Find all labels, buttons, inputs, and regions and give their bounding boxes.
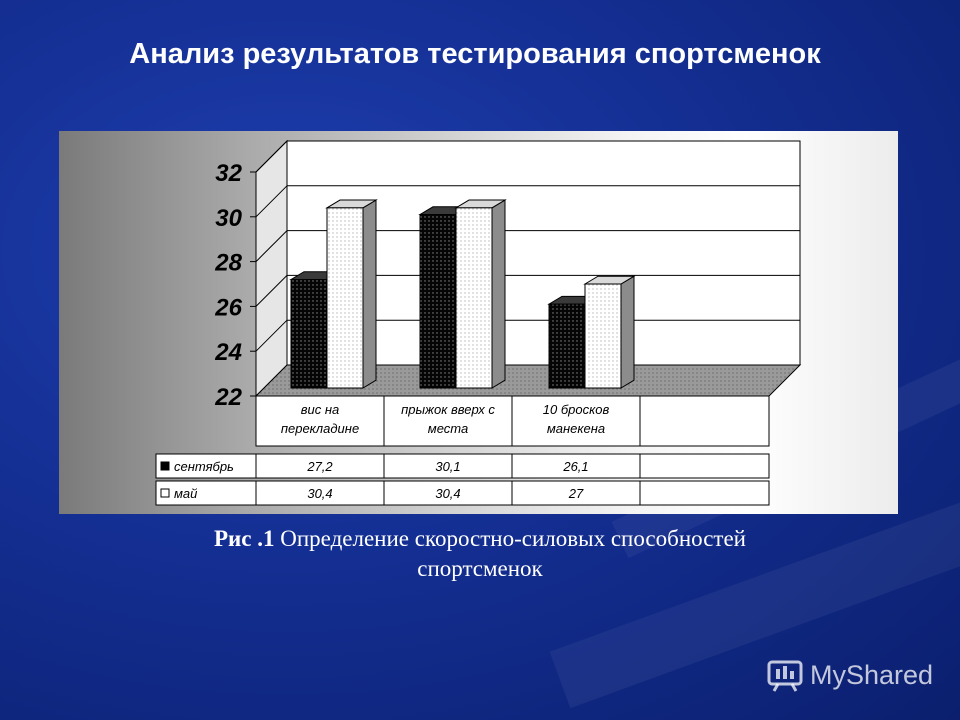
bar-front bbox=[326, 207, 364, 389]
bar-front bbox=[455, 207, 493, 389]
y-tick-label: 28 bbox=[214, 250, 242, 277]
data-label: 30,4 bbox=[307, 486, 332, 501]
data-label: 27 bbox=[568, 486, 584, 501]
data-label: 27,2 bbox=[306, 459, 333, 474]
category-label: 10 бросков bbox=[543, 402, 610, 417]
watermark-text: MyShared bbox=[810, 659, 934, 690]
data-table: вис на перекладине прыжок вверх с места 10 б… bbox=[155, 395, 770, 506]
legend-entry: сентябрь bbox=[174, 459, 234, 474]
gridline-side bbox=[255, 230, 288, 262]
bar-side bbox=[491, 199, 506, 389]
bar-front bbox=[548, 303, 586, 389]
category-label: места bbox=[428, 421, 468, 436]
bar-front bbox=[419, 214, 457, 389]
watermark: MyShared bbox=[766, 655, 933, 695]
gridline-side bbox=[255, 275, 288, 307]
bar-front bbox=[584, 283, 622, 389]
category-label: манекена bbox=[547, 421, 605, 436]
category-label: перекладине bbox=[281, 421, 359, 436]
myshared-logo-icon bbox=[767, 660, 803, 692]
category-label: вис на bbox=[301, 402, 340, 417]
y-tick-label: 30 bbox=[215, 205, 242, 232]
chart-panel: 22 24 26 28 30 32 вис на перекладине прыжок вве… bbox=[59, 131, 898, 514]
gridline-side bbox=[255, 319, 288, 352]
chart-walls bbox=[254, 139, 802, 398]
y-axis-tick-labels: 22 24 26 28 30 32 bbox=[214, 160, 242, 411]
bar-май-2 bbox=[454, 199, 507, 389]
gridline-side bbox=[255, 185, 288, 218]
legend-swatch bbox=[160, 461, 170, 471]
bar-front bbox=[290, 279, 328, 389]
table-row bbox=[155, 453, 770, 479]
bar-side bbox=[362, 199, 377, 389]
legend-swatch bbox=[160, 488, 170, 498]
chart: 22 24 26 28 30 32 вис на перекладине прыжок вве… bbox=[155, 139, 802, 506]
caption-text: Определение скоростно-силовых способност… bbox=[280, 526, 746, 551]
figure-caption: Рис .1 Определение скоростно-силовых спо… bbox=[0, 524, 960, 584]
y-tick-label: 24 bbox=[214, 339, 242, 366]
data-label: 30,4 bbox=[435, 486, 460, 501]
caption-figure-number: Рис .1 bbox=[214, 526, 275, 551]
data-label: 26,1 bbox=[562, 459, 588, 474]
caption-text-line2: спортсменок bbox=[417, 556, 543, 581]
slide-title: Анализ результатов тестирования спортсме… bbox=[129, 38, 821, 70]
y-tick-label: 22 bbox=[214, 384, 242, 411]
bar-side bbox=[620, 275, 635, 389]
legend-entry: май bbox=[174, 486, 197, 501]
category-label: прыжок вверх с bbox=[401, 402, 495, 417]
gridline-side bbox=[255, 140, 288, 173]
y-tick-label: 26 bbox=[214, 294, 242, 321]
y-tick-label: 32 bbox=[215, 160, 242, 187]
table-row bbox=[155, 480, 770, 506]
bar-май-1 bbox=[325, 199, 378, 389]
bars bbox=[289, 199, 636, 389]
bar-май-3 bbox=[583, 275, 636, 389]
side-wall bbox=[255, 139, 288, 398]
data-label: 30,1 bbox=[435, 459, 460, 474]
